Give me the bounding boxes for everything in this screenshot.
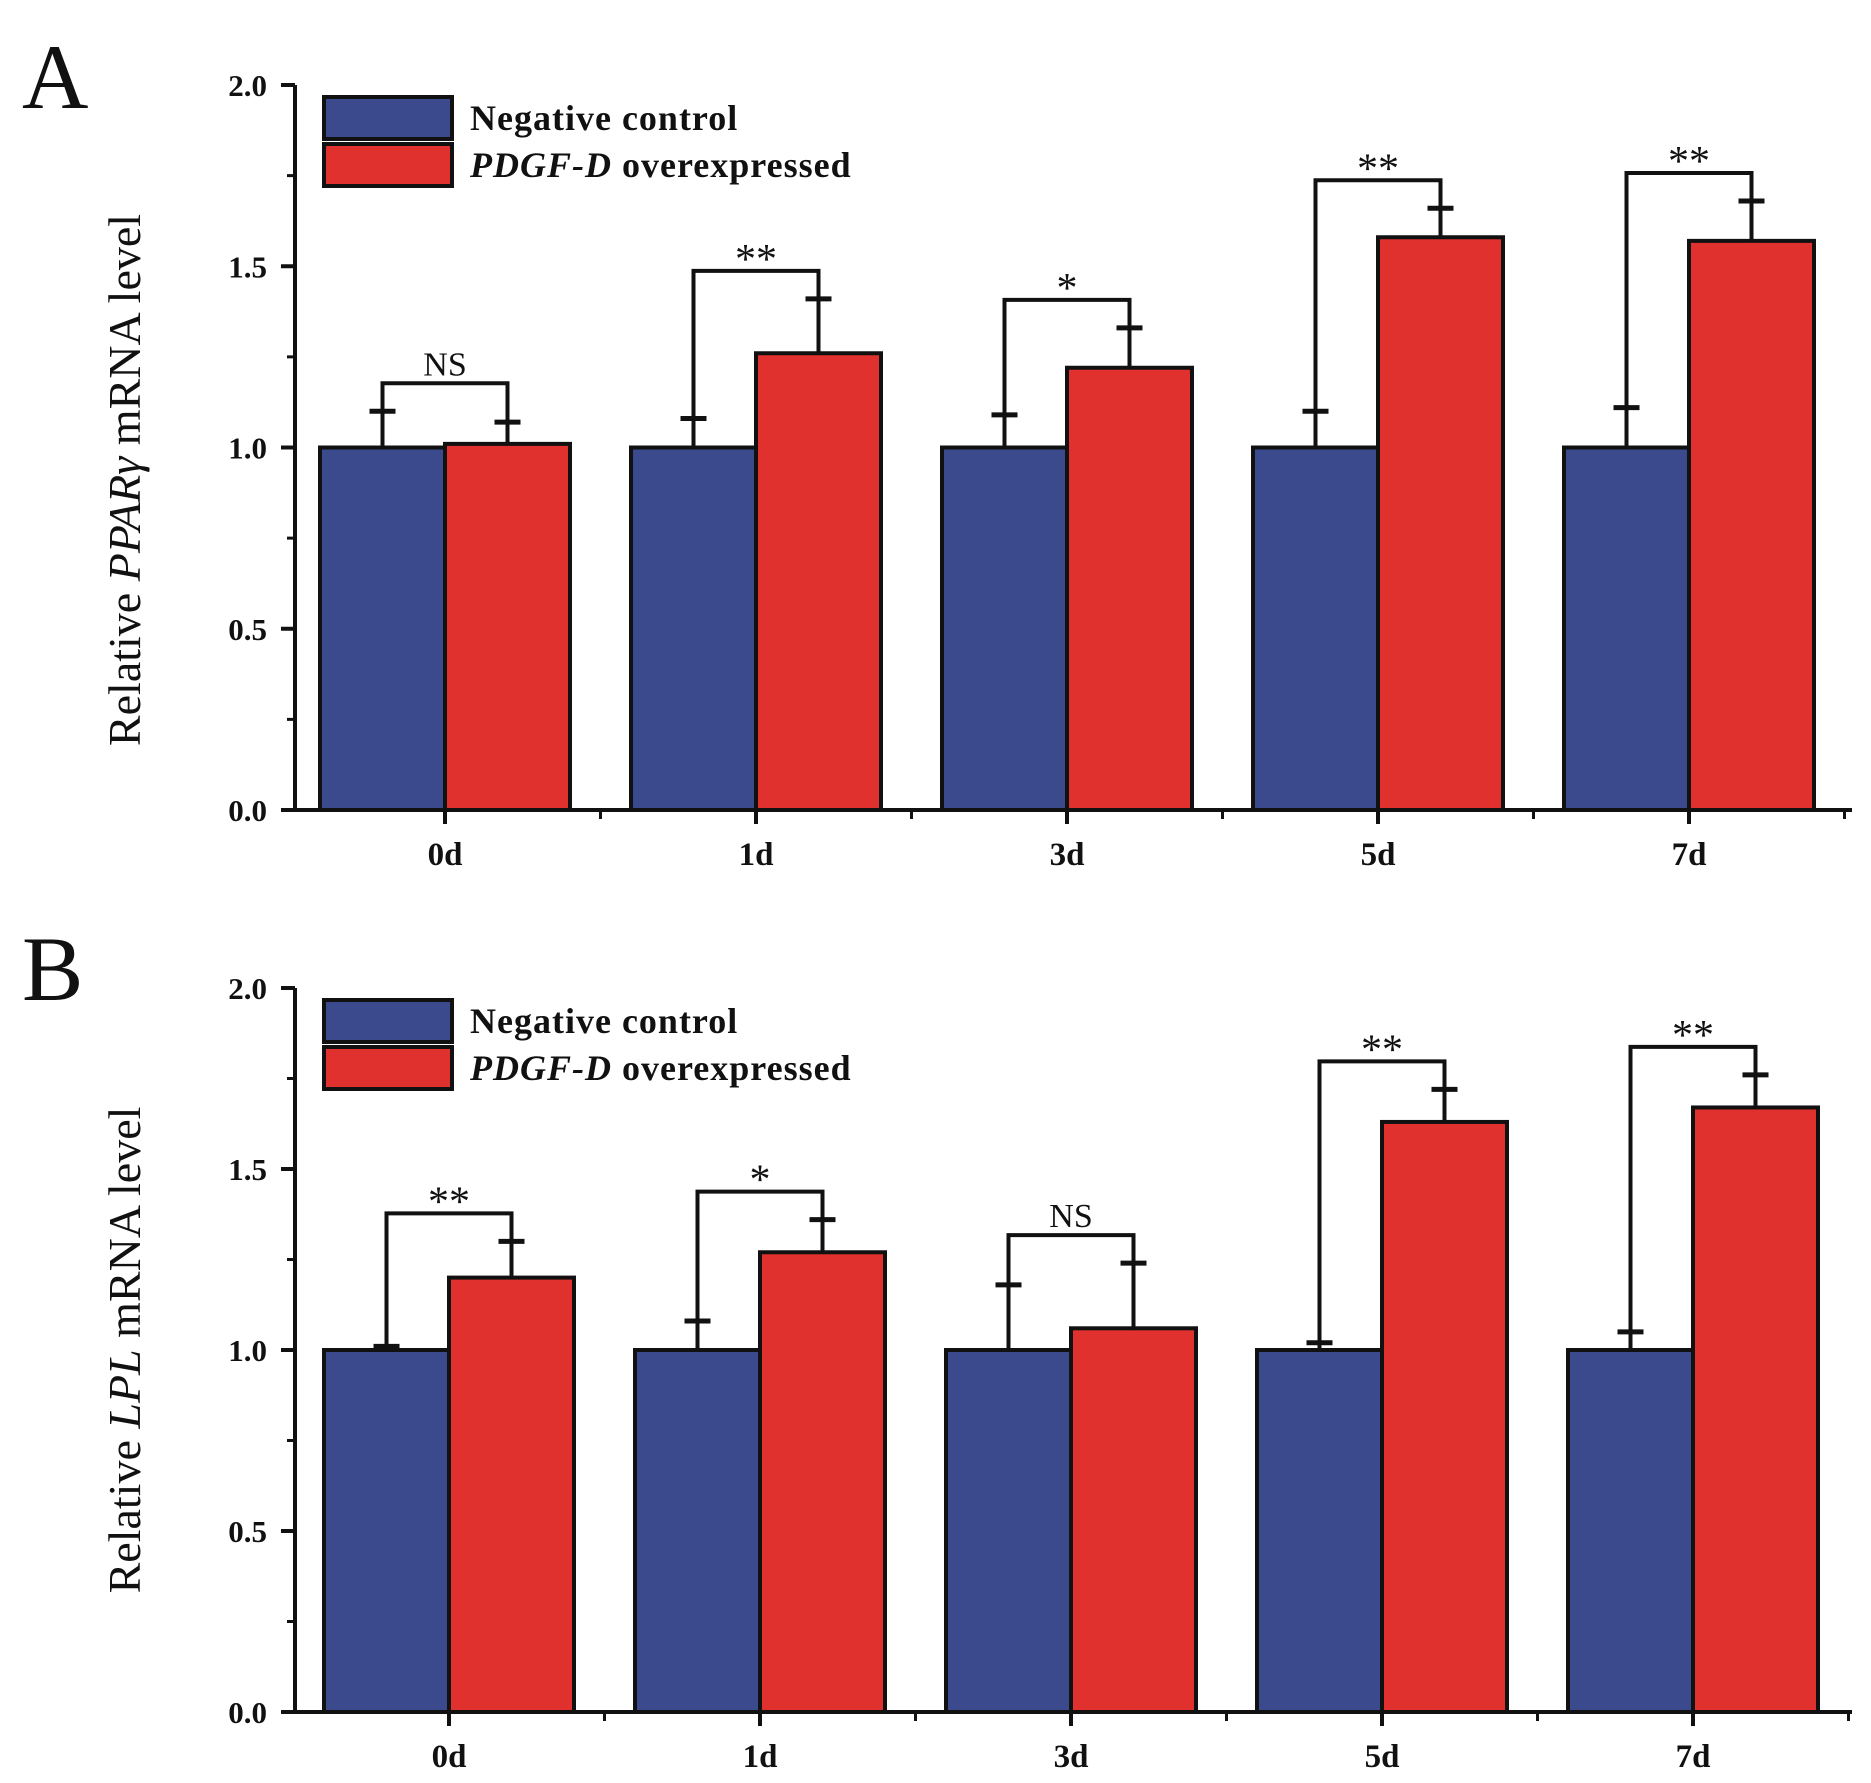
significance-bracket [384,1211,514,1347]
legend-item-negative-control: Negative control [322,998,738,1044]
y-tick-label: 0.0 [228,793,267,828]
x-tick-label: 1d [743,1739,778,1775]
legend-label-negative-control: Negative control [470,1001,738,1041]
bar-negative-control [1251,445,1380,812]
significance-label: ** [735,237,777,283]
y-axis-label: Relative PPARγ mRNA level [99,214,150,746]
significance-bracket [1313,178,1443,412]
legend-label-pdgf-overexpressed: PDGF-D overexpressed [469,145,852,185]
bar-group-5d: 5d ** [1255,1027,1539,1775]
bar-negative-control [944,1348,1073,1714]
legend-swatch-negative-control [322,998,454,1044]
significance-label: ** [1672,1013,1714,1059]
bar-pdgf-overexpressed [1065,365,1194,812]
y-tick-label: 0.5 [228,1514,267,1549]
y-tick-label: 2.0 [228,68,267,103]
bar-group-3d: 3d * [940,266,1224,873]
bar-group-7d: 7d ** [1562,139,1846,873]
bar-group-1d: 1d ** [629,237,913,873]
bar-group-3d: 3d NS [944,1198,1228,1775]
y-tick-label: 0.0 [228,1695,267,1730]
bar-negative-control [318,445,447,812]
legend-swatch-pdgf-overexpressed [322,142,454,188]
y-tick-label: 1.0 [228,431,267,466]
bar-negative-control [940,445,1069,812]
significance-bracket [691,268,821,419]
bar-pdgf-overexpressed [447,1275,576,1714]
x-tick-label: 0d [428,837,463,873]
significance-bracket [695,1189,825,1322]
significance-label: ** [1668,139,1710,185]
bar-negative-control [322,1348,451,1714]
bar-pdgf-overexpressed [443,441,572,812]
significance-bracket [380,381,510,423]
legend: Negative control PDGF-D overexpressed [322,998,852,1091]
y-tick-label: 1.5 [228,249,267,284]
legend: Negative control PDGF-D overexpressed [322,95,852,188]
bar-group-0d: 0d NS [318,346,602,873]
y-axis-label: Relative LPL mRNA level [99,1107,150,1594]
significance-bracket [1006,1233,1136,1285]
y-tick-label: 1.5 [228,1152,267,1187]
significance-label: NS [1049,1198,1092,1235]
y-tick-label: 2.0 [228,971,267,1006]
bar-negative-control [629,445,758,812]
bar-pdgf-overexpressed [1069,1326,1198,1715]
panel-a: A Relative PPARγ mRNA level Negative con… [22,26,1852,873]
legend-item-pdgf-overexpressed: PDGF-D overexpressed [322,1045,852,1091]
x-tick-label: 3d [1054,1739,1089,1775]
bar-group-0d: 0d ** [322,1179,606,1775]
significance-bracket [1628,1044,1758,1332]
legend-swatch-pdgf-overexpressed [322,1045,454,1091]
y-tick-label: 1.0 [228,1333,267,1368]
significance-label: * [1057,266,1078,312]
x-tick-label: 5d [1365,1739,1400,1775]
bar-negative-control [1566,1348,1695,1714]
x-tick-label: 7d [1676,1739,1711,1775]
bar-group-7d: 7d ** [1566,1013,1850,1775]
bar-group-1d: 1d * [633,1158,917,1775]
significance-bracket [1002,297,1132,415]
significance-label: ** [428,1179,470,1225]
bar-pdgf-overexpressed [754,351,883,812]
bar-pdgf-overexpressed [1380,1119,1509,1714]
panel-letter-b: B [22,918,83,1020]
bar-negative-control [1562,445,1691,812]
significance-label: ** [1357,146,1399,192]
bar-group-5d: 5d ** [1251,146,1535,873]
significance-label: ** [1361,1027,1403,1073]
bar-pdgf-overexpressed [1376,235,1505,812]
legend-swatch-negative-control [322,95,454,141]
legend-label-negative-control: Negative control [470,98,738,138]
panel-b: B Relative LPL mRNA level Negative contr… [22,918,1852,1775]
y-tick-label: 0.5 [228,612,267,647]
x-tick-label: 5d [1361,837,1396,873]
significance-label: * [750,1158,771,1204]
panel-letter-a: A [22,26,88,128]
legend-item-pdgf-overexpressed: PDGF-D overexpressed [322,142,852,188]
bar-pdgf-overexpressed [1687,238,1816,812]
x-tick-label: 7d [1672,837,1707,873]
bar-pdgf-overexpressed [1691,1105,1820,1714]
legend-label-pdgf-overexpressed: PDGF-D overexpressed [469,1048,852,1088]
significance-bracket [1317,1059,1447,1343]
legend-item-negative-control: Negative control [322,95,738,141]
significance-label: NS [423,346,466,383]
bar-negative-control [1255,1348,1384,1714]
bar-pdgf-overexpressed [758,1250,887,1714]
x-tick-label: 3d [1050,837,1085,873]
x-tick-label: 1d [739,837,774,873]
significance-bracket [1624,171,1754,408]
x-tick-label: 0d [432,1739,467,1775]
bar-negative-control [633,1348,762,1714]
